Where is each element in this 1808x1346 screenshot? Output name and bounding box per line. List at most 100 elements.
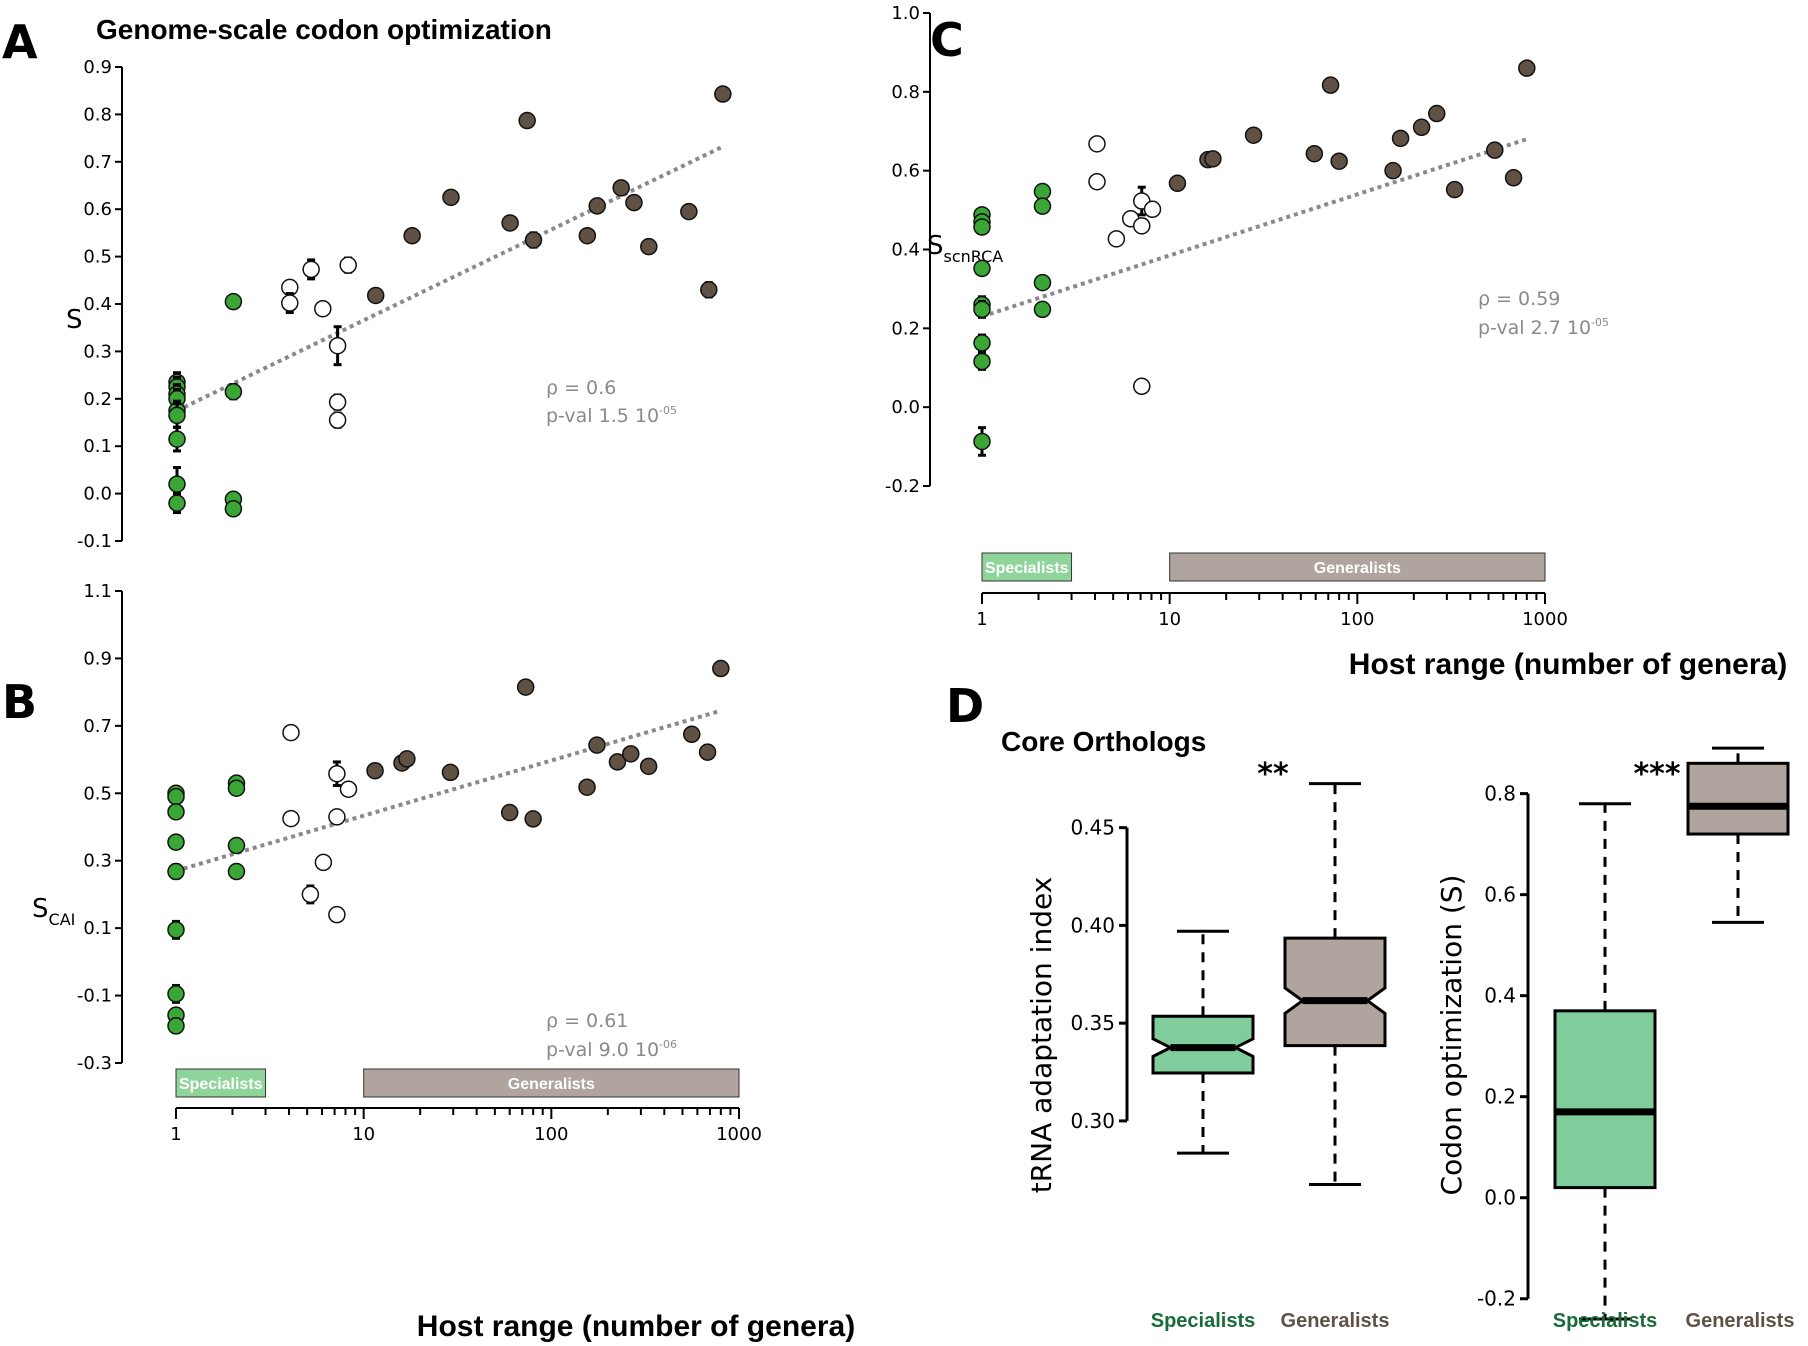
panel-a-generalist-point: [700, 281, 718, 299]
panel-d-codon-ylabel: Codon optimization (S): [1435, 875, 1468, 1196]
panel-a-generalist-point: [625, 193, 643, 212]
panel-b-specialist-point: [167, 787, 185, 806]
panel-c-x-tick-label: 10: [1158, 609, 1181, 630]
panel-b-x-tick-label: 1: [170, 1124, 181, 1145]
panel-b-intermediate-point: [339, 780, 358, 798]
panel-a-rho: ρ = 0.6: [546, 377, 616, 399]
panel-c-generalist-point: [1305, 144, 1324, 163]
panel-a-intermediate-point: [302, 260, 320, 279]
panel-c-intermediate-point: [1088, 135, 1106, 153]
panel-d-tai-box-generalists: [1283, 936, 1387, 1048]
panel-a-intermediate-point: [328, 411, 347, 429]
panel-b-band-label: Generalists: [508, 1076, 595, 1093]
panel-b-specialist-point: [167, 1017, 185, 1035]
panel-a-intermediate-point: [281, 294, 299, 312]
panel-a-y-tick-label: 0.0: [83, 484, 112, 505]
panel-b-pval-text: p-val 9.0 10: [546, 1039, 659, 1061]
panel-c-band-specialists: [981, 552, 1073, 582]
panel-c-intermediate-point: [1143, 200, 1162, 219]
panel-b-specialist-point: [167, 985, 185, 1003]
panel-c-generalist-point: [1168, 174, 1187, 193]
panel-b-y-tick-label: -0.1: [77, 986, 112, 1007]
panel-b-generalist-point: [712, 659, 730, 678]
panel-c-y-tick-label: 0.6: [891, 161, 920, 182]
panel-c-points: [973, 59, 1536, 457]
panel-d-codon-y-tick-label: 0.2: [1484, 1085, 1516, 1109]
panel-a-generalist-point: [442, 188, 460, 207]
panel-a-pval-text: p-val 1.5 10: [546, 405, 659, 427]
panel-c-ylabel-main: S: [927, 231, 944, 261]
panel-d-tai-boxes: [1151, 782, 1387, 1186]
panel-a-pval: p-val 1.5 10-05: [546, 404, 677, 427]
panel-c-intermediate-point: [1088, 172, 1106, 191]
panel-c-rho: ρ = 0.59: [1478, 288, 1560, 310]
panel-b-specialist-point: [167, 803, 185, 821]
panel-c-specialist-point: [1033, 273, 1052, 292]
panel-b-intermediate-point: [282, 809, 300, 828]
panel-b-generalist-point: [578, 778, 596, 796]
panel-c-y-axis: -0.2 0.0 0.2 0.4 0.6 0.8 1.0: [885, 3, 931, 497]
panel-a-specialist-point: [168, 494, 186, 512]
panel-a-generalist-point: [640, 237, 658, 256]
panel-b-generalist-point: [441, 763, 460, 782]
panel-d-codon-boxplot: Codon optimization (S) *** -0.2 0.0 0.2 0.4…: [1435, 746, 1794, 1332]
panel-c-generalist-point: [1330, 152, 1348, 170]
panel-d-codon-y-tick-label: 0.0: [1484, 1186, 1516, 1210]
panel-a-generalist-point: [501, 214, 519, 232]
panel-b-pval: p-val 9.0 10-06: [546, 1038, 677, 1061]
panel-b-intermediate-point: [328, 808, 346, 826]
panel-c-x-tick-label: 100: [1340, 609, 1374, 630]
panel-c-band-label: Generalists: [1314, 560, 1401, 577]
panel-a-generalist-point: [403, 226, 421, 245]
panel-b-band-specialists: [175, 1068, 267, 1098]
panel-a-generalist-point: [680, 202, 698, 221]
panel-a-y-tick-label: 0.6: [83, 199, 112, 220]
panel-b-specialist-point: [227, 836, 246, 855]
panel-a-y-tick-label: 0.5: [83, 247, 112, 268]
panel-a-specialist-point: [224, 292, 243, 311]
panel-b-intermediate-point: [301, 885, 320, 904]
panel-d-tai-y-tick-label: 0.30: [1070, 1109, 1115, 1133]
panel-d-tai-y-tick-label: 0.40: [1070, 913, 1115, 937]
panel-a-generalist-point: [524, 231, 543, 249]
panel-b-band-label: Specialists: [179, 1076, 263, 1093]
panel-c-trend-line: [981, 137, 1528, 319]
panel-b-y-tick-label: 0.7: [83, 716, 112, 737]
panel-a-generalist-point: [366, 286, 385, 305]
panel-d: D Core Orthologs tRNA adaptation index *…: [946, 679, 1794, 1332]
panel-b-generalist-point: [608, 753, 627, 771]
panel-b-y-tick-label: 0.9: [83, 648, 112, 669]
panel-d-tai-ylabel: tRNA adaptation index: [1025, 877, 1058, 1194]
panel-a-intermediate-point: [314, 299, 332, 318]
panel-letter-d: D: [946, 679, 984, 733]
panel-c-specialist-point: [1033, 300, 1052, 319]
panel-c-xlabel: Host range (number of genera): [1349, 648, 1787, 681]
panel-b-trend-line: [175, 708, 722, 873]
panel-b-generalist-point: [682, 725, 701, 744]
panel-b-specialist-point: [167, 862, 185, 881]
panel-b-generalist-point: [698, 743, 717, 761]
panel-letter-c: C: [930, 13, 964, 67]
panel-b-generalist-point: [622, 745, 640, 763]
panel-c-generalist-point: [1412, 118, 1431, 137]
panel-d-tai-y-axis: 0.30 0.35 0.40 0.45: [1070, 816, 1129, 1133]
panel-c-x-tick-label: 1000: [1522, 609, 1568, 630]
panel-c-y-tick-label: 0.8: [891, 82, 920, 103]
panel-a-ylabel: S: [66, 305, 83, 335]
panel-c-group-bands: Specialists Generalists: [981, 552, 1546, 582]
panel-b-generalist-point: [524, 810, 542, 828]
panel-a-intermediate-point: [328, 336, 347, 355]
panel-b-y-tick-label: 0.5: [83, 783, 112, 804]
panel-c-pval-text: p-val 2.7 10: [1478, 317, 1591, 339]
panel-b-specialist-point: [167, 921, 185, 939]
panel-a-y-tick-label: 0.4: [83, 294, 112, 315]
panel-c-x-axis: 1 10 100 1000: [976, 592, 1568, 630]
panel-a-trend-line: [176, 145, 722, 413]
panel-b-specialist-point: [227, 779, 246, 797]
panel-d-codon-significance: ***: [1633, 757, 1680, 792]
panel-a-generalist-point: [714, 85, 732, 103]
panel-c-specialist-point: [1033, 182, 1052, 201]
panel-b-y-axis: -0.3 -0.1 0.1 0.3 0.5 0.7 0.9 1.1: [77, 581, 123, 1074]
panel-b-x-tick-label: 100: [534, 1124, 568, 1145]
